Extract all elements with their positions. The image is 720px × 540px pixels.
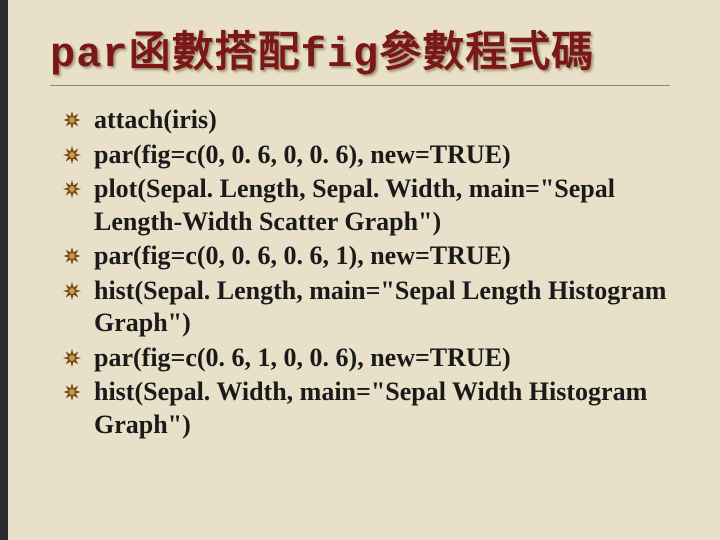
item-text: par(fig=c(0. 6, 1, 0, 0. 6), new=TRUE) [94,342,511,375]
bullet-icon [62,246,84,268]
item-text: hist(Sepal. Length, main="Sepal Length H… [94,275,670,340]
bullet-icon [62,110,84,132]
bullet-icon [62,281,84,303]
slide-title: par函數搭配fig參數程式碼 [50,18,670,86]
item-text: attach(iris) [94,104,217,137]
list-item: hist(Sepal. Width, main="Sepal Width His… [62,376,670,441]
title-part4: 參數程式碼 [379,30,594,76]
item-text: par(fig=c(0, 0. 6, 0. 6, 1), new=TRUE) [94,240,511,273]
bullet-icon [62,382,84,404]
list-item: par(fig=c(0. 6, 1, 0, 0. 6), new=TRUE) [62,342,670,375]
list-item: hist(Sepal. Length, main="Sepal Length H… [62,275,670,340]
code-list: attach(iris) par(fig=c(0, 0. 6, 0, 0. 6)… [50,104,670,441]
list-item: par(fig=c(0, 0. 6, 0. 6, 1), new=TRUE) [62,240,670,273]
bullet-icon [62,145,84,167]
item-text: plot(Sepal. Length, Sepal. Width, main="… [94,173,670,238]
title-part1: par [50,31,129,79]
list-item: attach(iris) [62,104,670,137]
list-item: plot(Sepal. Length, Sepal. Width, main="… [62,173,670,238]
item-text: par(fig=c(0, 0. 6, 0, 0. 6), new=TRUE) [94,139,511,172]
bullet-icon [62,348,84,370]
slide: par函數搭配fig參數程式碼 attach(iris) [0,0,720,540]
title-part2: 函數搭配 [129,30,301,76]
title-part3: fig [301,31,380,79]
bullet-icon [62,179,84,201]
list-item: par(fig=c(0, 0. 6, 0, 0. 6), new=TRUE) [62,139,670,172]
item-text: hist(Sepal. Width, main="Sepal Width His… [94,376,670,441]
